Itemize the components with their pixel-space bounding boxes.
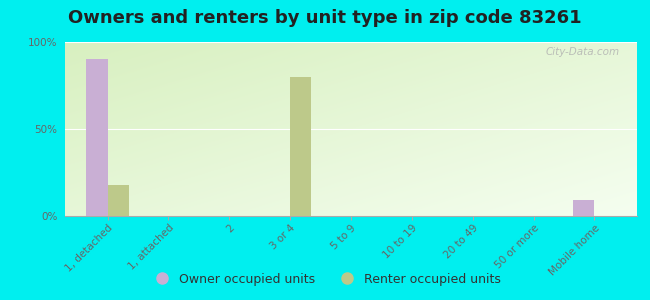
Bar xyxy=(290,77,311,216)
Legend: Owner occupied units, Renter occupied units: Owner occupied units, Renter occupied un… xyxy=(144,268,506,291)
Text: City-Data.com: City-Data.com xyxy=(546,47,620,57)
Bar xyxy=(86,59,108,216)
Bar xyxy=(108,185,129,216)
Text: Owners and renters by unit type in zip code 83261: Owners and renters by unit type in zip c… xyxy=(68,9,582,27)
Bar xyxy=(573,200,594,216)
